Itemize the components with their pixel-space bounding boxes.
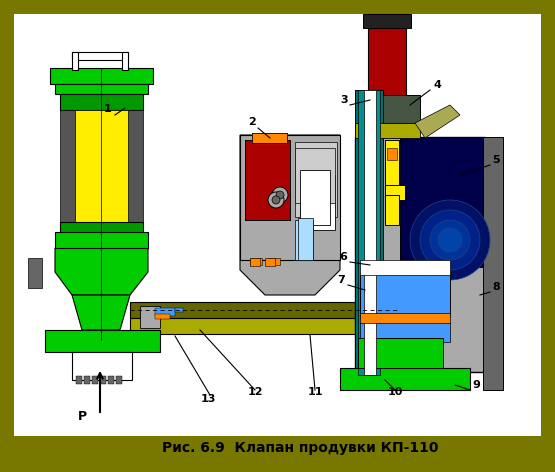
Bar	[387, 148, 397, 160]
Circle shape	[272, 196, 280, 204]
Bar	[100, 376, 106, 384]
Bar	[130, 302, 400, 318]
Bar	[84, 376, 90, 384]
Bar	[55, 232, 148, 248]
Bar	[245, 140, 290, 220]
Bar	[155, 308, 175, 316]
Text: 12: 12	[247, 387, 263, 397]
Bar	[140, 306, 160, 328]
Bar	[128, 110, 143, 225]
Bar	[385, 195, 399, 225]
Bar	[364, 90, 376, 375]
Bar	[250, 258, 262, 265]
Bar	[295, 220, 313, 260]
Text: 8: 8	[492, 282, 500, 292]
Bar	[300, 175, 335, 230]
Bar	[116, 376, 122, 384]
Text: 1: 1	[104, 104, 112, 114]
Bar	[363, 14, 411, 28]
Bar	[268, 258, 280, 265]
Text: 4: 4	[433, 80, 441, 90]
Circle shape	[430, 220, 470, 260]
Bar	[60, 94, 143, 110]
Circle shape	[276, 191, 284, 199]
Bar	[72, 352, 132, 380]
Bar	[55, 84, 148, 94]
Bar	[295, 142, 337, 217]
Text: 10: 10	[387, 387, 403, 397]
Circle shape	[410, 200, 490, 280]
Bar	[360, 260, 450, 275]
Text: 2: 2	[248, 117, 256, 127]
Bar	[252, 133, 287, 143]
Bar	[240, 135, 340, 260]
Bar	[45, 330, 160, 352]
Bar	[385, 140, 399, 190]
Text: 13: 13	[200, 394, 216, 404]
Bar	[368, 14, 406, 99]
Text: 11: 11	[307, 387, 323, 397]
Bar	[298, 218, 313, 260]
Bar	[72, 52, 128, 60]
Polygon shape	[415, 105, 460, 138]
Bar	[92, 376, 98, 384]
Circle shape	[268, 192, 284, 208]
Bar	[28, 258, 42, 288]
Bar	[130, 318, 400, 334]
Bar	[355, 90, 383, 375]
Bar	[385, 185, 405, 200]
Text: 3: 3	[340, 95, 348, 105]
Circle shape	[438, 228, 462, 252]
Text: 5: 5	[492, 155, 500, 165]
Bar	[60, 222, 143, 234]
Bar	[155, 314, 170, 319]
Bar	[14, 14, 541, 436]
Bar	[400, 137, 485, 267]
Bar	[358, 90, 380, 375]
Bar	[355, 123, 420, 138]
Bar	[60, 110, 75, 225]
Polygon shape	[240, 135, 340, 295]
Bar	[483, 137, 503, 390]
Bar	[122, 52, 128, 70]
Circle shape	[272, 187, 288, 203]
Bar	[252, 133, 287, 143]
Bar	[265, 258, 275, 266]
Bar	[355, 95, 420, 125]
Bar	[72, 52, 78, 70]
Bar	[360, 272, 450, 317]
Bar	[295, 148, 335, 203]
Bar	[108, 376, 114, 384]
Bar	[358, 338, 443, 368]
Text: Рис. 6.9  Клапан продувки КП-110: Рис. 6.9 Клапан продувки КП-110	[162, 441, 438, 455]
Text: 9: 9	[472, 380, 480, 390]
Bar	[340, 368, 470, 390]
Bar	[245, 140, 290, 220]
Polygon shape	[72, 295, 130, 330]
Text: 7: 7	[337, 275, 345, 285]
Bar	[76, 376, 82, 384]
Bar	[360, 313, 450, 323]
Bar	[355, 137, 485, 372]
Text: P: P	[78, 410, 87, 423]
Bar	[360, 322, 450, 342]
Circle shape	[420, 210, 480, 270]
Text: 6: 6	[339, 252, 347, 262]
Bar	[75, 110, 128, 225]
Bar	[300, 170, 330, 225]
Bar	[250, 258, 260, 266]
Polygon shape	[55, 248, 148, 295]
Bar	[50, 68, 153, 84]
Bar	[175, 308, 183, 312]
